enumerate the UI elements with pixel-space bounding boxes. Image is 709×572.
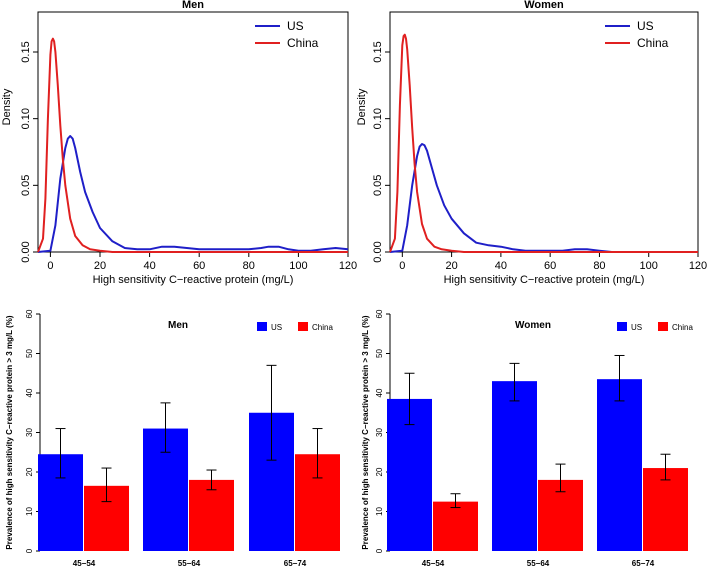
legend-swatch-us [257, 322, 267, 331]
category-label: 65−74 [284, 559, 307, 568]
x-tick-label: 40 [143, 260, 155, 272]
density-line-us [37, 135, 349, 253]
y-tick-label: 0.15 [20, 41, 32, 62]
y-tick-label: 50 [375, 349, 384, 358]
chart-title: Women [515, 320, 551, 331]
bar-china-1 [189, 479, 234, 551]
chart-title: Men [182, 0, 204, 11]
x-tick-label: 0 [47, 260, 53, 272]
y-tick-label: 0 [375, 548, 384, 553]
x-tick-label: 40 [495, 260, 507, 272]
chart-title: Men [168, 320, 188, 331]
category-label: 45−54 [73, 559, 96, 568]
legend-swatch-us [617, 322, 627, 331]
y-tick-label: 10 [25, 507, 34, 516]
density-line-china [37, 37, 348, 253]
legend-swatch-china [658, 322, 668, 331]
y-axis-label: Density [356, 88, 368, 125]
women_prevalence-panel: Women 0 10 20 30 40 50 60 Prevalence of high sen… [361, 309, 693, 568]
legend-label: US [637, 19, 654, 33]
x-tick-label: 100 [289, 260, 307, 272]
legend-label: US [631, 323, 642, 332]
y-tick-label: 20 [25, 467, 34, 476]
x-tick-label: 60 [193, 260, 205, 272]
y-tick-label: 30 [25, 428, 34, 437]
men_density-panel: Men 0 20 40 60 80 100 120 0.00 0.05 0.10 0.15 High s… [1, 0, 357, 286]
y-tick-label: 0.10 [20, 108, 32, 129]
y-tick-label: 0.10 [372, 108, 384, 129]
x-tick-label: 80 [593, 260, 605, 272]
x-tick-label: 20 [445, 260, 457, 272]
category-label: 55−64 [527, 559, 550, 568]
x-tick-label: 80 [243, 260, 255, 272]
legend-label: US [287, 19, 304, 33]
bar-china-0 [433, 501, 478, 551]
y-tick-label: 0.00 [20, 241, 32, 262]
x-tick-label: 120 [689, 260, 707, 272]
x-tick-label: 60 [544, 260, 556, 272]
men_prevalence-panel: Men 0 10 20 30 40 50 60 Prevalence of high sensi… [5, 309, 340, 568]
x-axis-label: High sensitivity C−reactive protein (mg/… [93, 274, 294, 286]
y-axis-label: Prevalence of high sensitivity C−reactiv… [5, 315, 14, 549]
x-tick-label: 20 [94, 260, 106, 272]
bar-us-2 [597, 379, 642, 551]
legend-label: US [271, 323, 282, 332]
legend-label: China [672, 323, 693, 332]
y-tick-label: 0.15 [372, 41, 384, 62]
category-label: 65−74 [632, 559, 655, 568]
y-tick-label: 0.05 [20, 175, 32, 196]
y-tick-label: 50 [25, 349, 34, 358]
legend-label: China [637, 36, 669, 50]
y-tick-label: 0.00 [372, 241, 384, 262]
y-axis-label: Prevalence of high sensitivity C−reactiv… [361, 315, 370, 549]
density-line-us [389, 143, 698, 253]
bar-china-2 [643, 468, 688, 551]
y-tick-label: 30 [375, 428, 384, 437]
legend-label: China [287, 36, 319, 50]
x-tick-label: 100 [640, 260, 658, 272]
category-label: 55−64 [178, 559, 201, 568]
y-tick-label: 40 [375, 388, 384, 397]
bar-us-1 [492, 381, 537, 551]
x-axis-label: High sensitivity C−reactive protein (mg/… [444, 274, 645, 286]
women_density-panel: Women 0 20 40 60 80 100 120 0.00 0.05 0.10 0.15 High… [356, 0, 707, 286]
y-tick-label: 10 [375, 507, 384, 516]
y-tick-label: 60 [25, 309, 34, 318]
chart-title: Women [524, 0, 564, 11]
density-line-china [389, 33, 698, 253]
x-tick-label: 0 [399, 260, 405, 272]
y-tick-label: 0.05 [372, 175, 384, 196]
y-tick-label: 40 [25, 388, 34, 397]
y-tick-label: 0 [25, 548, 34, 553]
legend-swatch-china [298, 322, 308, 331]
x-tick-label: 120 [339, 260, 357, 272]
y-tick-label: 60 [375, 309, 384, 318]
legend-label: China [312, 323, 333, 332]
category-label: 45−54 [422, 559, 445, 568]
y-axis-label: Density [1, 88, 13, 125]
y-tick-label: 20 [375, 467, 384, 476]
